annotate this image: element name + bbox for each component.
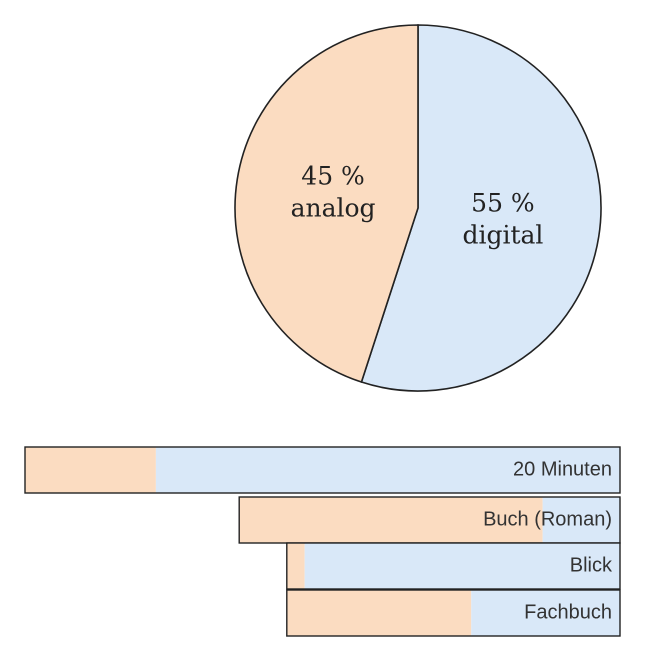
bar-segment xyxy=(155,447,620,493)
bar-segment xyxy=(286,543,305,589)
bar-label: Blick xyxy=(570,554,613,576)
bar-outline xyxy=(24,446,621,494)
bar-segment xyxy=(239,497,543,543)
slice-value-label: 45 % xyxy=(301,162,365,191)
bar-segment xyxy=(542,497,620,543)
bar-segment xyxy=(286,590,472,636)
pie-slice xyxy=(360,24,602,392)
bar-label: 20 Minuten xyxy=(513,458,612,480)
slice-category-label: analog xyxy=(291,194,376,223)
bar-label: Fachbuch xyxy=(524,601,612,623)
bar-segment xyxy=(471,590,620,636)
bar-segment xyxy=(304,543,620,589)
pie-slice xyxy=(234,24,419,384)
bar-outline xyxy=(286,589,621,637)
bar-segment xyxy=(25,447,156,493)
slice-category-label: digital xyxy=(462,220,543,249)
bar-label: Buch (Roman) xyxy=(483,508,612,530)
slice-value-label: 55 % xyxy=(471,188,535,217)
bar-outline xyxy=(286,542,621,590)
